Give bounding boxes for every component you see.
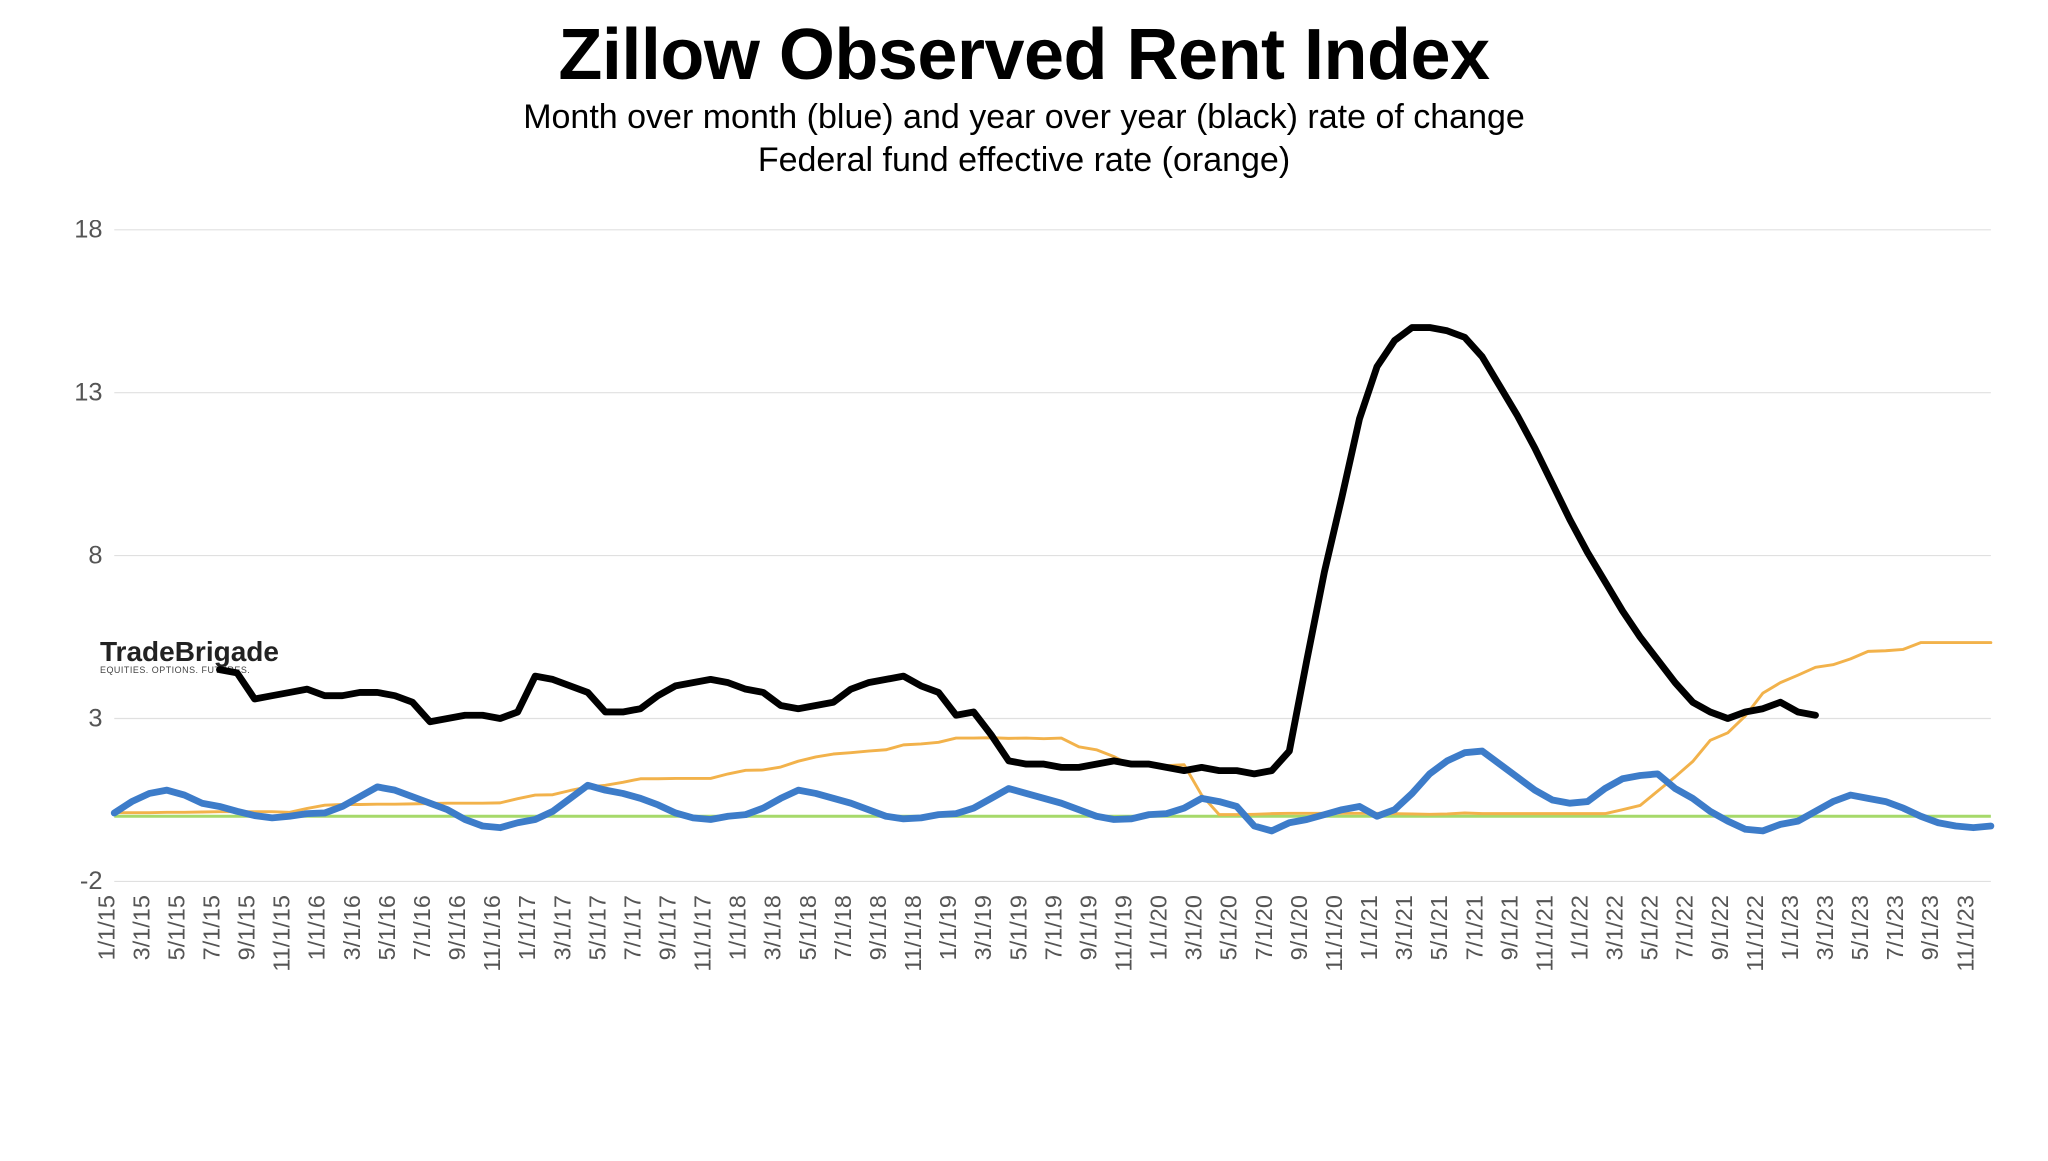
x-tick-label: 9/1/21 bbox=[1496, 895, 1522, 960]
x-tick-label: 1/1/20 bbox=[1146, 895, 1172, 960]
x-tick-label: 9/1/17 bbox=[654, 895, 680, 960]
chart-subtitle: Month over month (blue) and year over ye… bbox=[0, 96, 2048, 181]
y-tick-label: -2 bbox=[80, 867, 103, 895]
x-tick-label: 5/1/18 bbox=[795, 895, 821, 960]
x-tick-label: 5/1/17 bbox=[584, 895, 610, 960]
x-tick-label: 11/1/22 bbox=[1742, 895, 1768, 972]
series-yoy_black bbox=[220, 328, 1816, 774]
x-tick-label: 5/1/22 bbox=[1637, 895, 1663, 960]
chart-container: Zillow Observed Rent Index Month over mo… bbox=[0, 0, 2048, 1161]
x-tick-label: 1/1/21 bbox=[1356, 895, 1382, 960]
x-tick-label: 9/1/22 bbox=[1707, 895, 1733, 960]
x-tick-label: 11/1/15 bbox=[269, 895, 295, 972]
chart-title: Zillow Observed Rent Index bbox=[0, 18, 2048, 94]
x-tick-label: 7/1/16 bbox=[409, 895, 435, 960]
x-tick-label: 11/1/20 bbox=[1321, 895, 1347, 972]
x-tick-label: 5/1/15 bbox=[163, 895, 189, 960]
x-tick-label: 5/1/21 bbox=[1426, 895, 1452, 960]
x-tick-label: 7/1/21 bbox=[1461, 895, 1487, 960]
x-tick-label: 11/1/23 bbox=[1952, 895, 1978, 972]
x-tick-label: 1/1/18 bbox=[725, 895, 751, 960]
x-tick-label: 5/1/20 bbox=[1216, 895, 1242, 960]
x-tick-label: 3/1/22 bbox=[1602, 895, 1628, 960]
x-tick-label: 3/1/15 bbox=[128, 895, 154, 960]
x-tick-label: 1/1/17 bbox=[514, 895, 540, 960]
x-tick-label: 11/1/21 bbox=[1531, 895, 1557, 972]
x-tick-label: 5/1/19 bbox=[1005, 895, 1031, 960]
subtitle-line-1: Month over month (blue) and year over ye… bbox=[0, 96, 2048, 139]
x-tick-label: 7/1/17 bbox=[619, 895, 645, 960]
x-tick-label: 1/1/15 bbox=[93, 895, 119, 960]
x-tick-label: 7/1/19 bbox=[1040, 895, 1066, 960]
y-tick-label: 8 bbox=[88, 541, 102, 569]
x-tick-label: 9/1/20 bbox=[1286, 895, 1312, 960]
x-tick-label: 1/1/19 bbox=[935, 895, 961, 960]
x-tick-label: 3/1/17 bbox=[549, 895, 575, 960]
y-tick-label: 13 bbox=[74, 379, 102, 407]
x-tick-label: 9/1/23 bbox=[1917, 895, 1943, 960]
x-tick-label: 5/1/23 bbox=[1847, 895, 1873, 960]
x-tick-label: 7/1/20 bbox=[1251, 895, 1277, 960]
x-tick-label: 9/1/19 bbox=[1075, 895, 1101, 960]
x-tick-label: 9/1/18 bbox=[865, 895, 891, 960]
x-tick-label: 11/1/19 bbox=[1110, 895, 1136, 972]
y-tick-label: 3 bbox=[88, 704, 102, 732]
x-tick-label: 1/1/23 bbox=[1777, 895, 1803, 960]
x-tick-label: 11/1/16 bbox=[479, 895, 505, 972]
x-tick-label: 3/1/16 bbox=[339, 895, 365, 960]
x-tick-label: 9/1/15 bbox=[234, 895, 260, 960]
x-tick-label: 1/1/22 bbox=[1566, 895, 1592, 960]
plot-area: -2 3 8 13 18 1/1/15 3/1/15 5/1/15 7/1/15 9/1/15 11… bbox=[34, 220, 2032, 1126]
x-tick-label: 7/1/22 bbox=[1672, 895, 1698, 960]
x-tick-label: 9/1/16 bbox=[444, 895, 470, 960]
x-tick-label: 5/1/16 bbox=[374, 895, 400, 960]
x-tick-label: 3/1/23 bbox=[1812, 895, 1838, 960]
x-tick-label: 11/1/18 bbox=[900, 895, 926, 972]
x-tick-label: 1/1/16 bbox=[304, 895, 330, 960]
x-tick-label: 3/1/19 bbox=[970, 895, 996, 960]
x-tick-label: 11/1/17 bbox=[690, 895, 716, 972]
y-tick-label: 18 bbox=[74, 220, 102, 244]
x-tick-label: 3/1/20 bbox=[1181, 895, 1207, 960]
x-tick-label: 7/1/23 bbox=[1882, 895, 1908, 960]
x-tick-label: 3/1/18 bbox=[760, 895, 786, 960]
subtitle-line-2: Federal fund effective rate (orange) bbox=[0, 139, 2048, 182]
x-tick-label: 7/1/15 bbox=[199, 895, 225, 960]
x-tick-label: 3/1/21 bbox=[1391, 895, 1417, 960]
x-tick-label: 7/1/18 bbox=[830, 895, 856, 960]
